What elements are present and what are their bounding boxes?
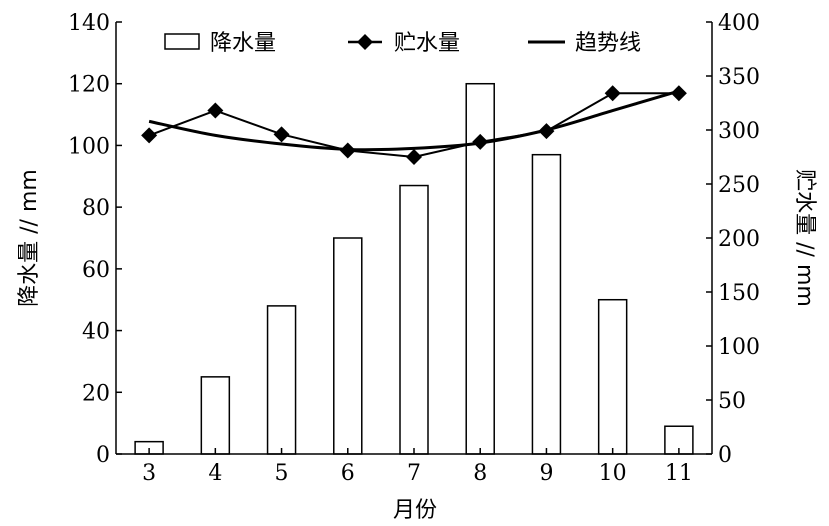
storage-point-marker [406, 149, 422, 165]
x-tick-label: 9 [539, 461, 553, 486]
x-tick-label: 10 [599, 461, 627, 486]
bar-precipitation [531, 153, 562, 455]
y-tick-left-label: 60 [82, 258, 110, 283]
storage-point-marker [273, 126, 290, 143]
storage-point-marker [538, 123, 555, 140]
y-tick-left-label: 0 [96, 443, 110, 468]
y-axis-title-left: 降水量 // mm [17, 169, 42, 307]
y-tick-right-label: 100 [718, 335, 760, 360]
y-tick-left-label: 140 [68, 11, 110, 36]
legend-label-line: 贮水量 [394, 31, 460, 56]
x-tick-label: 8 [473, 461, 487, 486]
legend-label-bar: 降水量 [210, 31, 276, 56]
x-tick-label: 4 [208, 461, 222, 486]
y-tick-right-label: 250 [718, 173, 760, 198]
bar-precipitation [399, 184, 429, 455]
y-axis-title-right: 贮水量 // mm [792, 169, 817, 307]
bar-precipitation [597, 298, 628, 455]
trend-line [148, 89, 680, 152]
y-tick-left-label: 120 [68, 73, 110, 98]
y-tick-right-label: 150 [718, 281, 760, 306]
y-tick-left-label: 100 [68, 134, 110, 159]
x-tick-label: 11 [665, 461, 693, 486]
x-tick-label: 5 [275, 461, 289, 486]
y-tick-right-label: 50 [718, 389, 746, 414]
x-tick-label: 3 [142, 461, 156, 486]
axes-group: 0 20 40 60 80 100 120 140 0 50 100 150 200 250 300 350 4… [68, 11, 760, 486]
bar-precipitation [266, 305, 297, 455]
y-tick-left-label: 40 [82, 320, 110, 345]
x-axis-title: 月份 [393, 498, 437, 523]
storage-point-marker [472, 133, 489, 150]
y-tick-right-label: 350 [718, 65, 760, 90]
y-tick-right-label: 0 [718, 443, 732, 468]
bars-group [134, 82, 694, 455]
y-tick-left-label: 80 [82, 196, 110, 221]
legend-swatch-bar [164, 33, 200, 50]
bar-precipitation [333, 237, 363, 455]
bar-precipitation [200, 376, 231, 455]
legend-label-trend: 趋势线 [575, 31, 641, 56]
storage-point-marker [339, 142, 356, 159]
y-tick-right-label: 200 [718, 227, 760, 252]
y-tick-right-label: 300 [718, 119, 760, 144]
storage-point-marker [604, 85, 621, 102]
storage-point-marker [141, 127, 158, 144]
y-tick-right-label: 400 [718, 11, 760, 36]
x-tick-label: 6 [341, 461, 355, 486]
legend-diamond-marker [357, 34, 373, 50]
legend: 降水量 贮水量 趋势线 [164, 31, 641, 56]
storage-point-marker [670, 85, 687, 102]
x-tick-label: 7 [407, 461, 421, 486]
lines-group [141, 85, 687, 165]
y-tick-left-label: 20 [82, 381, 110, 406]
storage-point-marker [207, 102, 224, 119]
